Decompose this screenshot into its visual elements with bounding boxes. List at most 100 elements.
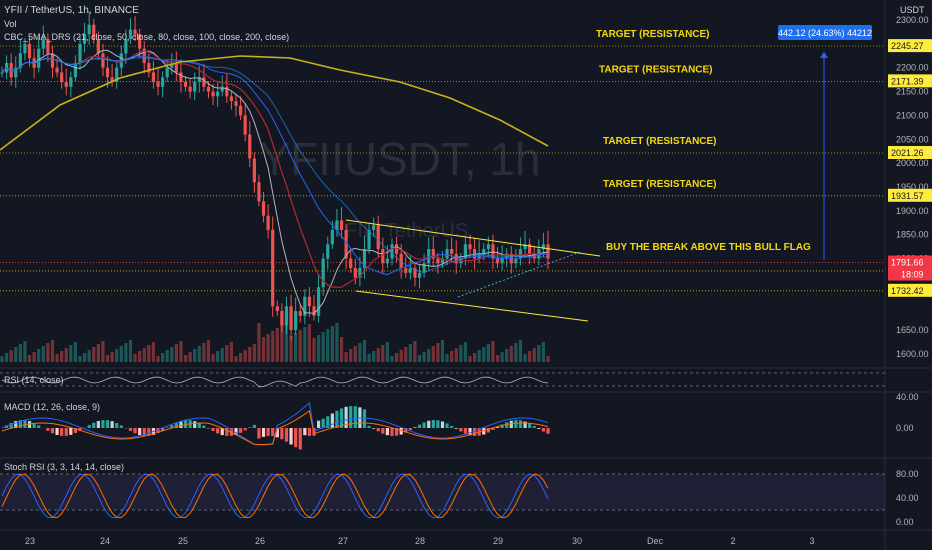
volume-bar <box>509 346 513 362</box>
macd-histogram-bar <box>505 422 509 428</box>
volume-bar <box>170 347 174 362</box>
macd-histogram-bar <box>541 428 546 432</box>
volume-bar <box>376 348 380 362</box>
volume-label[interactable]: Vol <box>4 19 17 29</box>
macd-histogram-bar <box>257 428 261 439</box>
macd-histogram-bar <box>78 428 82 431</box>
level-price-badge <box>888 283 932 297</box>
volume-bar <box>206 340 211 362</box>
volume-bar <box>381 345 385 362</box>
volume-bar <box>450 351 454 362</box>
macd-histogram-bar <box>133 428 137 434</box>
currency-label: USDT <box>900 5 925 15</box>
volume-bar <box>46 343 50 362</box>
volume-bar <box>69 345 73 362</box>
symbol-title[interactable]: YFII / TetherUS, 1h, BINANCE <box>4 5 139 16</box>
candle-body <box>303 296 307 316</box>
indicator-label[interactable]: CBC_5MA_DRS (21, close, 50, close, 80, c… <box>4 32 290 42</box>
volume-bar <box>0 356 4 362</box>
volume-bar <box>417 355 422 362</box>
candle-body <box>156 82 160 87</box>
macd-histogram-bar <box>142 428 146 436</box>
candle-body <box>294 311 298 331</box>
price-tick-label: 2150.00 <box>896 87 929 97</box>
price-tick-label: 1900.00 <box>896 206 929 216</box>
candle-body <box>55 67 59 73</box>
candle-body <box>376 225 380 250</box>
candle-body <box>284 306 289 326</box>
candle-body <box>344 229 348 259</box>
watermark-name: YFII / TetherUS <box>332 220 468 242</box>
macd-histogram-bar <box>284 428 289 442</box>
candle-body <box>422 263 426 273</box>
macd-histogram-bar <box>275 428 279 438</box>
volume-bar <box>32 352 36 362</box>
candle-body <box>417 272 422 278</box>
stoch-tick-label: 0.00 <box>896 517 914 527</box>
macd-histogram-bar <box>381 428 385 434</box>
volume-bar <box>151 342 156 362</box>
candle-body <box>404 268 408 273</box>
price-tick-label: 2100.00 <box>896 110 929 120</box>
volume-bar <box>87 350 91 362</box>
candle-body <box>225 86 229 97</box>
macd-histogram-bar <box>87 425 91 428</box>
macd-histogram-bar <box>431 420 435 428</box>
ma-200-line <box>0 55 549 151</box>
volume-bar <box>518 340 523 362</box>
candle-body <box>37 48 41 68</box>
macd-histogram-bar <box>537 428 541 429</box>
candle-body <box>271 229 275 307</box>
macd-histogram-bar <box>156 428 160 433</box>
candle-body <box>252 158 256 183</box>
candle-body <box>500 258 504 264</box>
candle-body <box>367 229 371 250</box>
macd-histogram-bar <box>376 428 380 432</box>
volume-bar <box>266 334 270 362</box>
macd-histogram-bar <box>14 421 18 428</box>
macd-histogram-bar <box>128 428 133 431</box>
volume-bar <box>160 353 165 362</box>
macd-histogram-bar <box>46 428 50 431</box>
candle-body <box>505 253 509 259</box>
volume-bar <box>188 352 192 362</box>
rsi-label[interactable]: RSI (14, close) <box>4 375 64 385</box>
volume-bar <box>101 341 105 362</box>
volume-bar <box>64 348 68 362</box>
candle-body <box>362 249 367 269</box>
macd-histogram-bar <box>472 428 477 436</box>
level-price-label: 2245.27 <box>891 41 924 51</box>
macd-histogram-bar <box>509 420 513 428</box>
candle-body <box>408 268 412 273</box>
time-tick-label: 27 <box>338 536 348 546</box>
macd-label[interactable]: MACD (12, 26, close, 9) <box>4 402 101 412</box>
volume-bar <box>257 323 261 362</box>
price-tick-label: 1950.00 <box>896 182 929 192</box>
macd-histogram-bar <box>280 428 284 440</box>
macd-histogram-bar <box>427 420 431 428</box>
macd-histogram-bar <box>353 406 357 428</box>
target-resistance-label: TARGET (RESISTANCE) <box>603 136 717 147</box>
price-tick-label: 2000.00 <box>896 158 929 168</box>
volume-bar <box>500 352 504 362</box>
macd-histogram-bar <box>404 428 408 433</box>
macd-histogram-bar <box>69 428 73 435</box>
time-tick-label: 3 <box>809 536 814 546</box>
volume-bar <box>179 341 183 362</box>
countdown-label: 18:09 <box>901 270 924 280</box>
macd-histogram-bar <box>417 424 422 428</box>
candle-body <box>440 258 445 264</box>
macd-histogram-bar <box>440 421 445 428</box>
candle-body <box>170 62 174 68</box>
level-price-label: 2171.39 <box>891 76 924 86</box>
stoch-rsi-label[interactable]: Stoch RSI (3, 3, 14, 14, close) <box>4 462 125 472</box>
volume-bar <box>367 354 371 362</box>
volume-bar <box>105 355 110 362</box>
macd-histogram-bar <box>73 428 78 434</box>
candle-body <box>390 244 394 259</box>
candle-body <box>50 53 55 68</box>
volume-bar <box>537 345 541 362</box>
candle-body <box>188 86 192 92</box>
level-price-badge <box>888 188 932 202</box>
